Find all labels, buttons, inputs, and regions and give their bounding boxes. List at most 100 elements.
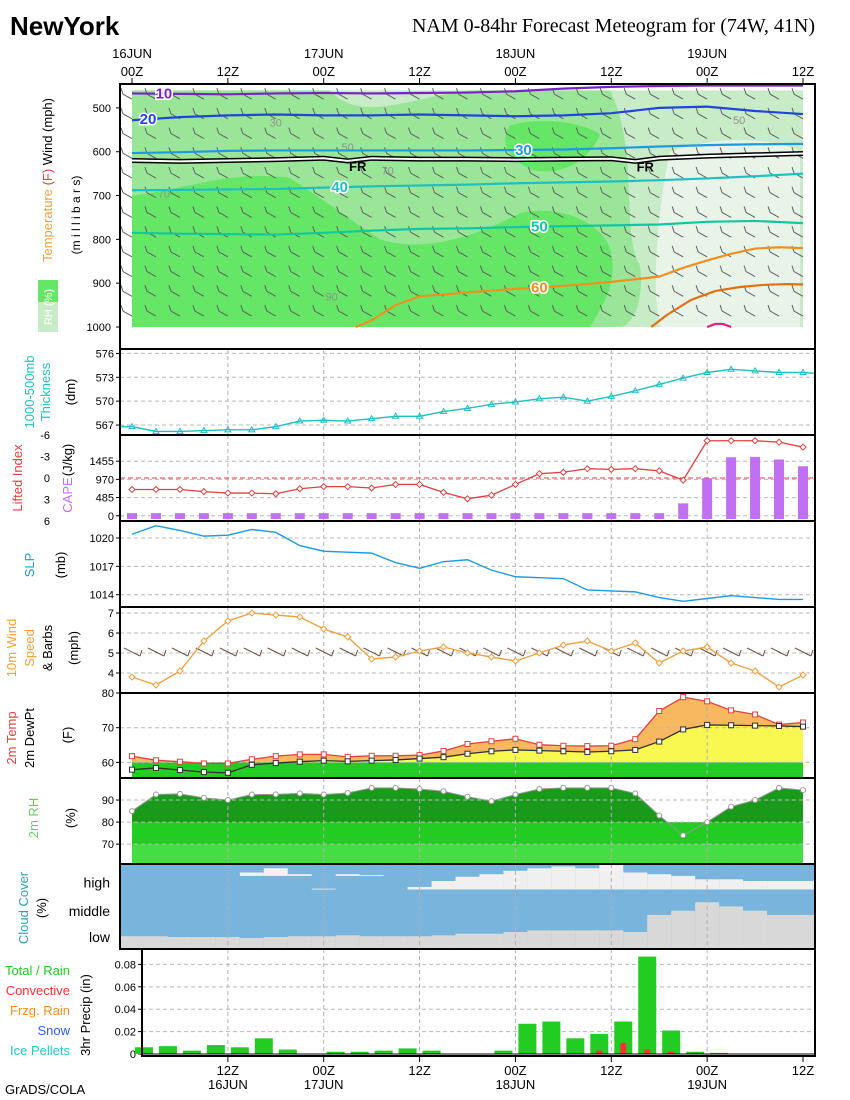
isotherm-line <box>131 142 804 155</box>
lifted-index-point <box>200 487 208 496</box>
precip-total-bar <box>350 1051 369 1054</box>
dewpoint-point <box>152 764 159 771</box>
low-cloud-area <box>503 932 528 949</box>
cape-bar <box>294 513 305 519</box>
wind-barb <box>719 226 732 238</box>
thickness-point <box>727 365 735 372</box>
rh-point <box>800 787 806 794</box>
thickness-ytick-label: 573 <box>96 372 114 384</box>
wind-barb <box>743 206 756 218</box>
wind-barb <box>599 304 612 317</box>
cape-bar <box>366 513 377 519</box>
wind-barb <box>384 265 396 278</box>
wind-ylabel: & Barbs <box>40 624 55 671</box>
dewpoint-point <box>560 748 567 755</box>
precip-total-bar <box>638 956 657 1054</box>
upper-ylabel-part: Temperature <box>40 189 55 262</box>
wind10m-ytick-label: 5 <box>108 648 114 660</box>
wind-speed-point <box>607 647 615 655</box>
wind-barb <box>671 245 684 258</box>
lifted-index-point <box>751 437 759 445</box>
precip-total-bar <box>206 1045 225 1054</box>
temp-point <box>632 736 639 743</box>
lifted-index-point <box>775 438 783 446</box>
rh-point <box>344 789 351 796</box>
wind-barb <box>647 206 660 218</box>
cape-bar <box>174 513 185 519</box>
thickness-point <box>799 368 807 375</box>
precip-total-bar <box>566 1038 585 1054</box>
cape-bar <box>127 513 137 519</box>
wind-barb <box>527 186 540 199</box>
low-cloud-area <box>287 936 312 949</box>
temp-point <box>584 743 591 750</box>
chart-title: NAM 0-84hr Forecast Meteogram for (74W, … <box>412 15 815 37</box>
cape-bar <box>462 513 473 519</box>
wind-barb <box>264 206 277 218</box>
surface-wind-barb <box>435 647 455 657</box>
slp-frame <box>119 520 816 608</box>
lifted-index-point <box>559 468 568 476</box>
lifted-ytick-label: 3 <box>44 495 50 507</box>
isotherm-label: 40 <box>331 179 348 196</box>
surface-wind-barb <box>267 647 287 657</box>
low-cloud-area <box>431 935 456 949</box>
surface-wind-barb <box>123 647 143 657</box>
low-cloud-area <box>479 933 504 949</box>
lifted-ytick-label: 6 <box>44 516 50 528</box>
slp-ytick-label: 1020 <box>90 533 114 545</box>
wind-barb <box>719 265 732 278</box>
wind-barb <box>479 245 492 258</box>
wind-barb <box>408 206 420 218</box>
lifted-index-point <box>128 485 136 494</box>
rh-point <box>152 791 159 798</box>
wind-speed-point <box>200 637 208 645</box>
wind-barb <box>647 166 660 179</box>
rh-point <box>248 791 255 798</box>
wind-speed-point <box>655 659 663 667</box>
middle-cloud-gap <box>743 881 768 890</box>
wind-barb <box>120 127 133 140</box>
rh-point <box>416 786 423 793</box>
high-cloud-gap <box>599 864 624 876</box>
precip-ytick-label: 0.06 <box>115 982 136 994</box>
dewpoint-point <box>344 758 351 765</box>
surface-wind-barb <box>483 647 502 657</box>
thickness-point <box>679 374 688 381</box>
dewpoint-point <box>656 738 663 745</box>
wind-barb <box>695 107 708 120</box>
thickness-point <box>655 380 664 387</box>
precip-ylabel: 3hr Precip (in) <box>78 974 93 1056</box>
wind-speed-point <box>272 611 280 619</box>
rh-point <box>512 791 519 798</box>
rh-point <box>608 784 615 791</box>
dewpoint-point <box>129 766 135 773</box>
cape-bar <box>222 513 233 519</box>
temp-point <box>224 760 231 767</box>
rh-isoline-label: 70 <box>158 188 170 200</box>
thickness-point <box>439 407 448 415</box>
wind-barb <box>456 166 468 179</box>
low-cloud-area <box>791 915 815 949</box>
wind-barb <box>384 245 396 258</box>
temp-point <box>608 742 615 749</box>
rh-point <box>272 791 279 798</box>
wind-speed-point <box>631 639 639 647</box>
low-cloud-area <box>359 936 384 949</box>
wind-barb <box>599 127 612 140</box>
upper-ytick-label: 700 <box>93 191 111 203</box>
bottom-time-label: 12Z <box>408 1063 430 1078</box>
cape-bar <box>318 513 329 519</box>
freezing-level-line <box>131 152 804 163</box>
temp-ylabel: 2m Temp <box>4 711 19 764</box>
wind-barb <box>288 206 300 218</box>
wind-barb <box>695 304 708 317</box>
cape-ylabel: CAPE <box>60 477 75 513</box>
stability-ytick-label: 485 <box>96 493 114 505</box>
wind-barb <box>479 127 492 140</box>
temp-point <box>536 741 543 748</box>
rh-point <box>536 786 543 793</box>
wind-barb <box>599 166 612 179</box>
middle-cloud-gap <box>719 879 744 890</box>
